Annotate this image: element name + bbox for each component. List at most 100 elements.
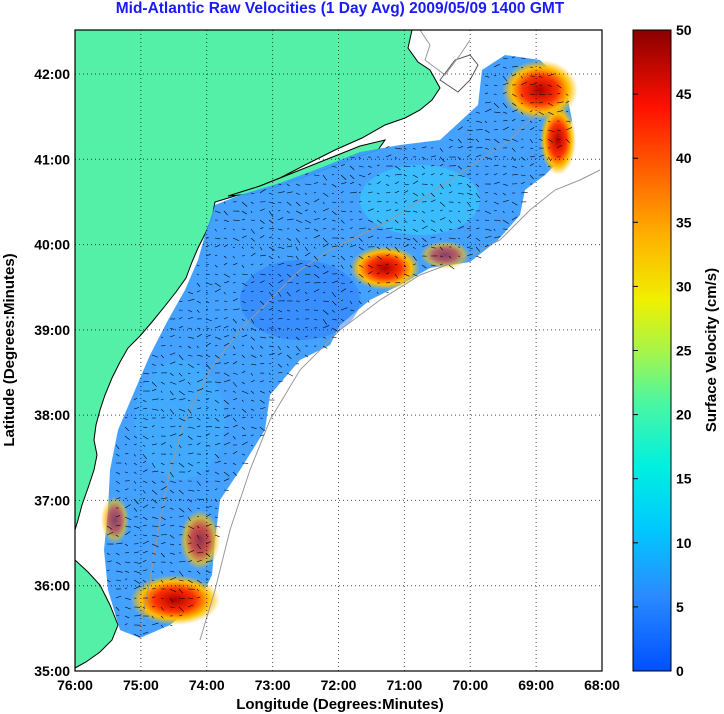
velocity-arrow [295,336,300,341]
velocity-arrow [466,219,471,222]
velocity-arrow [133,425,137,428]
velocity-arrow [349,227,353,230]
velocity-arrow [295,282,299,285]
velocity-arrow [151,579,155,581]
velocity-arrow [196,462,200,464]
velocity-arrow [511,74,516,77]
velocity-arrow [115,579,122,582]
velocity-arrow [187,579,193,584]
velocity-arrow [259,246,263,251]
velocity-arrow [169,444,173,449]
velocity-arrow [196,570,201,575]
velocity-arrow [502,102,508,109]
velocity-arrow [286,318,290,321]
velocity-arrow [223,244,228,248]
velocity-arrow [376,219,382,224]
velocity-arrow [457,174,465,177]
velocity-arrow [241,218,245,221]
velocity-arrow [448,191,453,194]
velocity-arrow [556,101,564,104]
velocity-arrow [376,291,379,294]
velocity-arrow [358,165,364,168]
velocity-arrow [331,300,337,306]
y-tick-label: 38:00 [34,407,70,423]
velocity-arrow [232,353,236,356]
velocity-arrow [493,181,500,185]
velocity-arrow [250,246,254,249]
velocity-arrow [448,237,456,240]
x-tick-label: 76:00 [57,677,93,693]
velocity-arrow [268,246,275,251]
x-tick-label: 70:00 [452,677,488,693]
velocity-arrow [214,399,220,404]
velocity-arrow [142,417,148,421]
velocity-arrow [214,525,221,528]
velocity-arrow [151,408,159,411]
velocity-arrow [250,354,257,358]
velocity-arrow [160,426,165,428]
velocity-arrow [187,462,194,467]
velocity-arrow [331,291,336,298]
velocity-arrow [250,252,256,257]
velocity-arrow [511,156,516,162]
velocity-arrow [502,210,505,214]
velocity-arrow [331,174,335,176]
velocity-arrow [340,182,347,185]
velocity-arrow [178,326,183,329]
velocity-arrow [430,183,434,186]
velocity-arrow [178,417,186,422]
velocity-arrow [340,219,345,224]
velocity-arrow [133,397,138,401]
velocity-arrow [520,146,524,149]
y-tick-label: 39:00 [34,322,70,338]
velocity-arrow [484,228,492,231]
velocity-arrow [250,363,257,366]
velocity-arrow [394,264,398,266]
velocity-arrow [286,255,294,258]
velocity-arrow [178,300,183,302]
velocity-arrow [133,551,139,554]
velocity-arrow [124,531,131,536]
velocity-arrow [304,201,310,205]
velocity-arrow [565,111,569,113]
velocity-arrow [322,300,329,302]
velocity-arrow [196,290,201,293]
velocity-arrow [259,434,265,437]
velocity-arrow [205,318,212,322]
velocity-arrow [205,453,209,455]
velocity-arrow [349,290,353,293]
velocity-arrow [430,219,436,223]
velocity-arrow [439,163,444,167]
velocity-arrow [187,452,194,455]
velocity-arrow [142,504,149,509]
velocity-arrow [160,516,166,521]
velocity-arrow [340,318,345,322]
velocity-arrow [133,471,137,474]
velocity-arrow [511,216,518,221]
velocity-arrow [259,273,266,276]
velocity-arrow [187,542,192,545]
velocity-arrow [115,595,122,599]
velocity-arrow [196,425,201,428]
velocity-arrow [475,111,481,114]
velocity-arrow [196,525,200,529]
velocity-arrow [250,390,255,394]
velocity-arrow [151,354,159,358]
velocity-arrow [286,327,290,329]
velocity-arrow [232,435,236,440]
velocity-arrow [205,398,210,401]
velocity-arrow [331,165,337,168]
velocity-arrow [259,219,265,224]
velocity-arrow [430,246,436,249]
velocity-arrow [565,93,569,96]
velocity-arrow [250,210,253,213]
velocity-arrow [232,246,235,249]
velocity-arrow [160,542,166,545]
velocity-arrow [187,399,191,402]
velocity-arrow [439,255,443,257]
velocity-arrow [277,352,282,356]
velocity-arrow [529,110,533,113]
velocity-arrow [151,381,157,387]
velocity-arrow [160,480,165,484]
velocity-arrow [214,471,220,475]
